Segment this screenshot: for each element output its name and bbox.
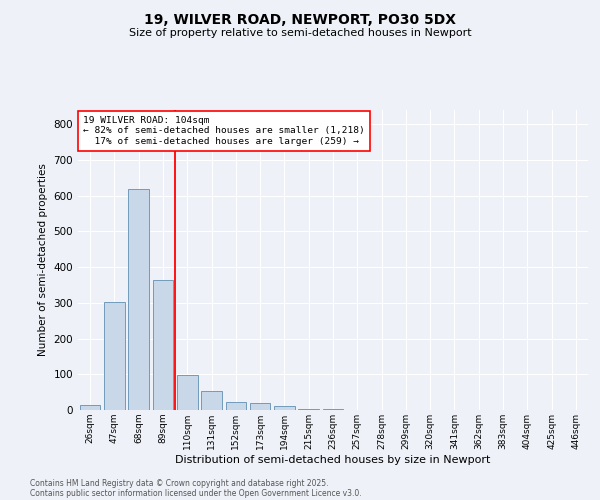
Text: Contains public sector information licensed under the Open Government Licence v3: Contains public sector information licen… bbox=[30, 488, 362, 498]
Y-axis label: Number of semi-detached properties: Number of semi-detached properties bbox=[38, 164, 48, 356]
Bar bbox=[177, 376, 197, 410]
Text: 19 WILVER ROAD: 104sqm
← 82% of semi-detached houses are smaller (1,218)
  17% o: 19 WILVER ROAD: 104sqm ← 82% of semi-det… bbox=[83, 116, 365, 146]
Bar bbox=[201, 392, 222, 410]
Bar bbox=[298, 408, 319, 410]
Bar bbox=[226, 402, 246, 410]
Bar bbox=[250, 403, 271, 410]
Text: 19, WILVER ROAD, NEWPORT, PO30 5DX: 19, WILVER ROAD, NEWPORT, PO30 5DX bbox=[144, 12, 456, 26]
Text: Contains HM Land Registry data © Crown copyright and database right 2025.: Contains HM Land Registry data © Crown c… bbox=[30, 478, 329, 488]
Bar bbox=[104, 302, 125, 410]
Bar bbox=[128, 190, 149, 410]
Bar bbox=[152, 280, 173, 410]
Bar bbox=[80, 406, 100, 410]
Text: Size of property relative to semi-detached houses in Newport: Size of property relative to semi-detach… bbox=[128, 28, 472, 38]
X-axis label: Distribution of semi-detached houses by size in Newport: Distribution of semi-detached houses by … bbox=[175, 454, 491, 464]
Bar bbox=[274, 406, 295, 410]
